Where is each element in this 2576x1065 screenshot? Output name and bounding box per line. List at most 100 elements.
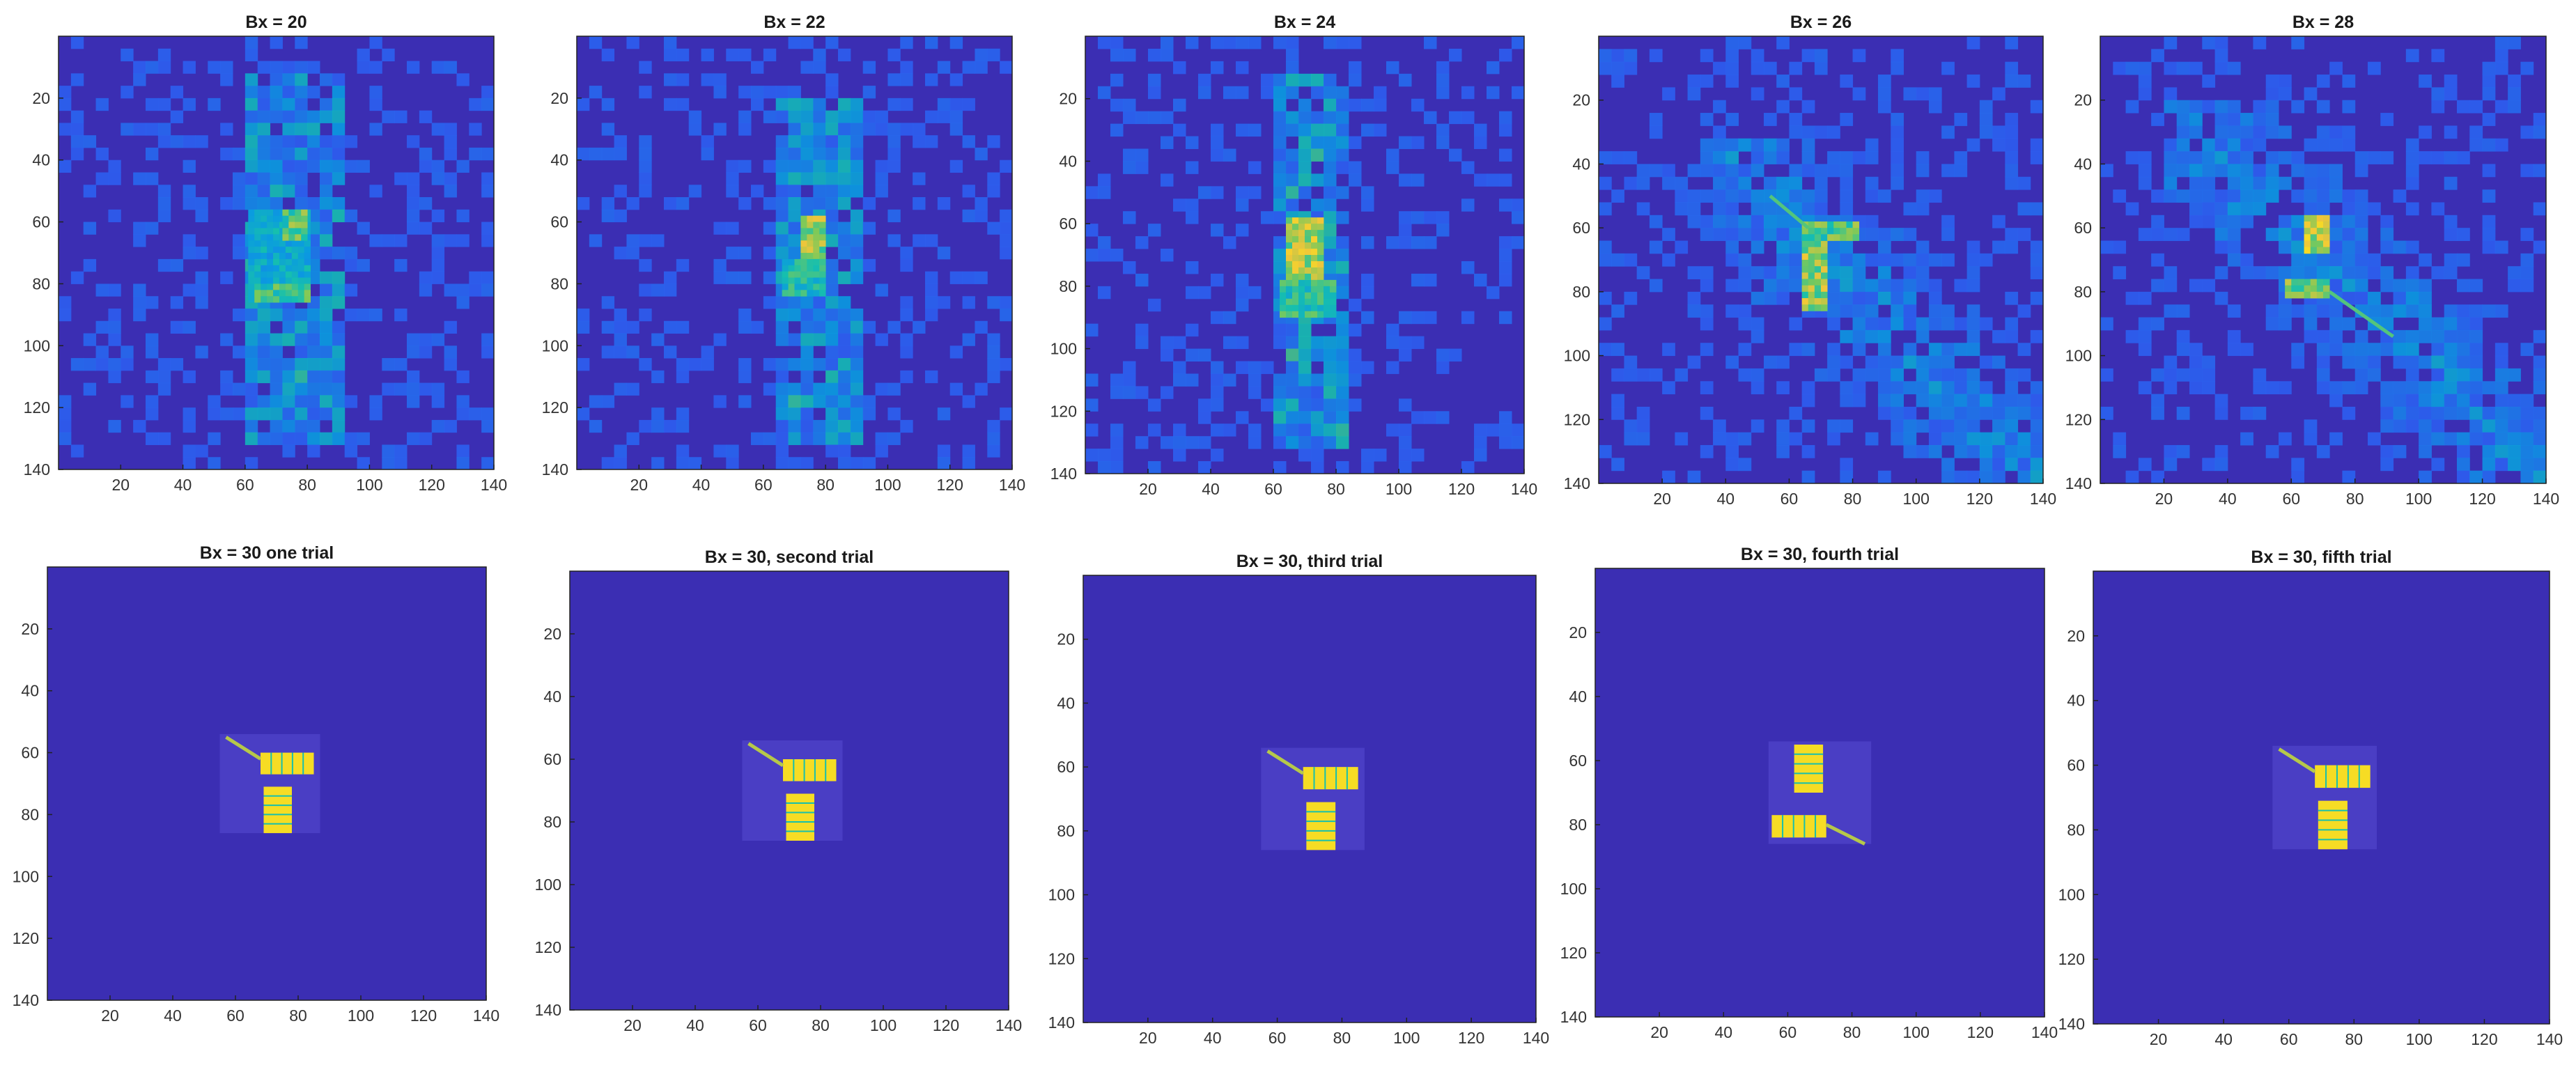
heatmap-cell bbox=[1624, 355, 1638, 369]
heatmap-cell bbox=[1954, 279, 1968, 293]
heatmap-cell bbox=[1903, 291, 1917, 305]
hotspot-cell bbox=[1280, 298, 1287, 306]
heatmap-cell bbox=[2469, 100, 2483, 114]
hotspot-cell bbox=[1292, 249, 1299, 256]
heatmap-cell bbox=[1903, 406, 1917, 420]
hotspot-cell bbox=[273, 296, 280, 303]
heatmap-cell bbox=[850, 407, 864, 421]
heatmap-cell bbox=[1992, 215, 2005, 228]
heatmap-cell bbox=[282, 444, 295, 458]
heatmap-cell bbox=[1298, 148, 1312, 162]
heatmap-cell bbox=[382, 234, 395, 247]
heatmap-cell bbox=[1852, 368, 1866, 382]
heatmap-cell bbox=[2279, 75, 2292, 88]
heatmap-cell bbox=[887, 234, 901, 247]
heatmap-cell bbox=[1286, 398, 1299, 412]
heatmap-cell bbox=[1865, 317, 1879, 331]
heatmap-cell bbox=[2214, 189, 2228, 203]
heatmap-cell bbox=[108, 358, 121, 371]
hotspot-cell bbox=[2297, 279, 2304, 286]
heatmap-cell bbox=[626, 345, 639, 359]
hotspot-cell bbox=[2310, 240, 2318, 248]
heatmap-cell bbox=[1349, 398, 1362, 412]
heatmap-cell bbox=[850, 395, 864, 408]
heatmap-cell bbox=[320, 296, 333, 309]
heatmap-cell bbox=[1827, 240, 1840, 254]
heatmap-cell bbox=[1098, 36, 1111, 49]
heatmap-cell bbox=[1286, 336, 1299, 350]
heatmap-cell bbox=[70, 73, 84, 86]
heatmap-cell bbox=[825, 271, 839, 284]
heatmap-cell bbox=[2202, 381, 2216, 395]
heatmap-cell bbox=[1891, 176, 1904, 190]
hotspot-cell bbox=[2310, 285, 2318, 293]
heatmap-cell bbox=[913, 320, 926, 334]
x-tick-label: 60 bbox=[226, 1006, 245, 1025]
heatmap-cell bbox=[676, 370, 690, 384]
heatmap-cell bbox=[431, 209, 445, 223]
heatmap-cell bbox=[1198, 286, 1211, 300]
heatmap-cell bbox=[825, 185, 839, 198]
hotspot-cell bbox=[2323, 221, 2330, 228]
heatmap-cell bbox=[2354, 355, 2368, 369]
heatmap-cell bbox=[1411, 411, 1425, 424]
heatmap-cell bbox=[1273, 186, 1287, 199]
heatmap-cell bbox=[701, 147, 714, 161]
heatmap-cell bbox=[220, 147, 233, 161]
heatmap-cell bbox=[1436, 211, 1450, 224]
heatmap-cell bbox=[975, 320, 988, 334]
heatmap-cell bbox=[800, 110, 814, 123]
heatmap-cell bbox=[1675, 189, 1689, 203]
heatmap-cell bbox=[1298, 423, 1312, 437]
heatmap-cell bbox=[949, 382, 963, 396]
hotspot-cell bbox=[297, 277, 305, 284]
heatmap-cell bbox=[1499, 236, 1512, 249]
heatmap-cell bbox=[813, 61, 826, 74]
hotspot-cell bbox=[1311, 255, 1318, 262]
heatmap-cell bbox=[2138, 228, 2152, 241]
heatmap-cell bbox=[1700, 343, 1714, 357]
heatmap-cell bbox=[1349, 161, 1362, 174]
heatmap-cell bbox=[2405, 304, 2419, 318]
hotspot-cell bbox=[813, 253, 820, 260]
heatmap-cell bbox=[1286, 111, 1299, 125]
heatmap-cell bbox=[407, 61, 420, 74]
heatmap-cell bbox=[2125, 151, 2139, 164]
heatmap-cell bbox=[2214, 202, 2228, 216]
heatmap-cell bbox=[1840, 394, 1854, 407]
heatmap-cell bbox=[2304, 266, 2318, 280]
heatmap-cell bbox=[1979, 100, 1993, 114]
hotspot-cell bbox=[273, 240, 280, 247]
heatmap-cell bbox=[407, 197, 420, 210]
heatmap-cell bbox=[1161, 249, 1174, 262]
heatmap-cell bbox=[2176, 61, 2190, 75]
heatmap-cell bbox=[1751, 87, 1764, 101]
heatmap-cell bbox=[344, 432, 358, 445]
heatmap-cell bbox=[1198, 73, 1211, 87]
heatmap-cell bbox=[1198, 436, 1211, 449]
hotspot-cell bbox=[267, 253, 274, 260]
y-tick-label: 80 bbox=[32, 274, 50, 293]
hotspot-cell bbox=[248, 277, 255, 284]
heatmap-cell bbox=[1611, 394, 1624, 407]
heatmap-cell bbox=[788, 382, 801, 396]
heatmap-cell bbox=[1687, 164, 1701, 178]
heatmap-cell bbox=[157, 382, 171, 396]
heatmap-cell bbox=[2214, 164, 2228, 178]
hotspot-cell bbox=[1305, 311, 1312, 318]
heatmap-cell bbox=[121, 48, 134, 62]
heatmap-cell bbox=[307, 197, 320, 210]
heatmap-cell bbox=[1436, 136, 1450, 149]
hotspot-cell bbox=[2285, 279, 2292, 286]
heatmap-cell bbox=[1110, 73, 1124, 87]
heatmap-cell bbox=[208, 98, 221, 111]
heatmap-cell bbox=[1110, 249, 1124, 262]
heatmap-cell bbox=[245, 135, 258, 148]
heatmap-cell bbox=[1436, 361, 1450, 374]
heatmap-cell bbox=[2164, 36, 2178, 49]
heatmap-cell bbox=[1286, 199, 1299, 212]
heatmap-cell bbox=[2533, 432, 2546, 446]
heatmap-cell bbox=[2151, 189, 2164, 203]
heatmap-cell bbox=[332, 419, 346, 433]
heatmap-cell bbox=[626, 320, 639, 334]
